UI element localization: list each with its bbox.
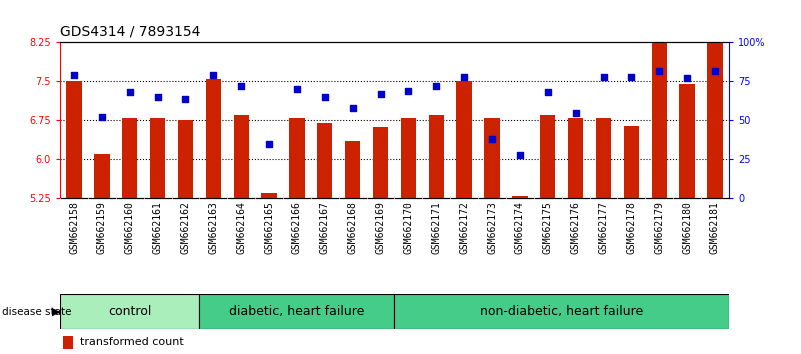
Text: non-diabetic, heart failure: non-diabetic, heart failure <box>480 305 643 318</box>
Point <box>709 68 722 73</box>
Text: GSM662159: GSM662159 <box>97 201 107 254</box>
Bar <box>206 79 221 198</box>
Text: ▶: ▶ <box>52 307 61 316</box>
Point <box>457 74 470 80</box>
Bar <box>261 193 277 198</box>
Point <box>541 90 554 95</box>
Bar <box>95 154 110 198</box>
Text: GSM662161: GSM662161 <box>153 201 163 254</box>
Text: GSM662177: GSM662177 <box>598 201 609 254</box>
Point <box>263 141 276 147</box>
Point <box>319 94 332 100</box>
Text: GSM662172: GSM662172 <box>459 201 469 254</box>
Point <box>597 74 610 80</box>
Point <box>235 83 248 89</box>
Point <box>346 105 359 111</box>
Point <box>485 136 498 142</box>
Point <box>151 94 164 100</box>
Text: control: control <box>108 305 151 318</box>
Text: GSM662168: GSM662168 <box>348 201 358 254</box>
Bar <box>429 115 444 198</box>
Text: GSM662174: GSM662174 <box>515 201 525 254</box>
Text: GSM662167: GSM662167 <box>320 201 330 254</box>
Bar <box>624 126 639 198</box>
Bar <box>596 118 611 198</box>
Point <box>513 152 526 158</box>
Point <box>374 91 387 97</box>
Bar <box>540 115 555 198</box>
Text: transformed count: transformed count <box>80 337 184 347</box>
Text: GSM662176: GSM662176 <box>570 201 581 254</box>
Point <box>430 83 443 89</box>
Bar <box>679 84 694 198</box>
Bar <box>707 37 723 198</box>
Point <box>570 110 582 115</box>
Text: GSM662173: GSM662173 <box>487 201 497 254</box>
Text: GSM662170: GSM662170 <box>404 201 413 254</box>
Text: disease state: disease state <box>2 307 71 316</box>
Text: GSM662171: GSM662171 <box>431 201 441 254</box>
Point <box>67 72 80 78</box>
Bar <box>60 294 199 329</box>
Text: GSM662163: GSM662163 <box>208 201 219 254</box>
Text: GSM662158: GSM662158 <box>69 201 79 254</box>
Bar <box>651 40 667 198</box>
Bar <box>485 118 500 198</box>
Text: GSM662179: GSM662179 <box>654 201 664 254</box>
Bar <box>457 81 472 198</box>
Bar <box>66 81 82 198</box>
Text: GSM662164: GSM662164 <box>236 201 246 254</box>
Point <box>681 75 694 81</box>
Bar <box>122 118 138 198</box>
Bar <box>400 118 416 198</box>
Bar <box>178 120 193 198</box>
Text: GSM662162: GSM662162 <box>180 201 191 254</box>
Point <box>207 72 219 78</box>
Bar <box>568 118 583 198</box>
Text: GSM662175: GSM662175 <box>543 201 553 254</box>
Bar <box>63 336 74 349</box>
Text: GSM662165: GSM662165 <box>264 201 274 254</box>
Bar <box>289 118 304 198</box>
Text: GSM662166: GSM662166 <box>292 201 302 254</box>
Point <box>402 88 415 93</box>
Point <box>625 74 638 80</box>
Bar <box>394 294 729 329</box>
Bar <box>150 118 165 198</box>
Text: GSM662178: GSM662178 <box>626 201 636 254</box>
Bar <box>345 141 360 198</box>
Text: GSM662160: GSM662160 <box>125 201 135 254</box>
Bar <box>373 127 388 198</box>
Text: diabetic, heart failure: diabetic, heart failure <box>229 305 364 318</box>
Text: GSM662180: GSM662180 <box>682 201 692 254</box>
Text: GDS4314 / 7893154: GDS4314 / 7893154 <box>60 25 200 39</box>
Point <box>95 114 108 120</box>
Point <box>179 96 192 101</box>
Bar <box>199 294 394 329</box>
Bar <box>317 123 332 198</box>
Point <box>291 86 304 92</box>
Text: GSM662169: GSM662169 <box>376 201 385 254</box>
Bar <box>512 196 528 198</box>
Point <box>123 90 136 95</box>
Point <box>653 68 666 73</box>
Text: GSM662181: GSM662181 <box>710 201 720 254</box>
Bar <box>234 115 249 198</box>
